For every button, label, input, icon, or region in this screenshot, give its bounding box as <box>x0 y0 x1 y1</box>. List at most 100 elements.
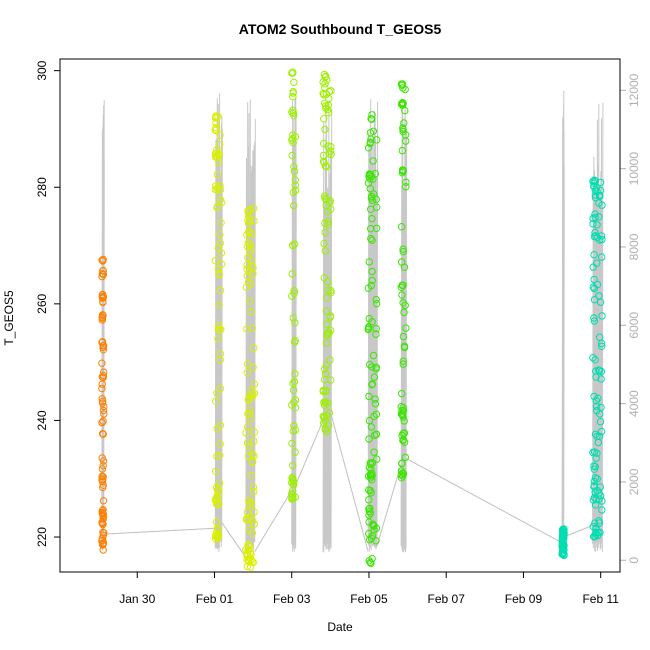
data-point <box>291 319 299 327</box>
data-point <box>370 448 378 456</box>
data-point <box>368 476 376 484</box>
data-point <box>216 239 225 247</box>
data-point <box>244 542 252 550</box>
data-point <box>98 508 107 517</box>
data-point <box>249 363 257 371</box>
data-point <box>558 533 567 541</box>
data-point <box>321 399 330 407</box>
data-point <box>367 534 376 542</box>
data-point <box>371 400 380 408</box>
y2-tick-label: 4000 <box>627 390 641 417</box>
data-point <box>289 93 297 101</box>
data-point <box>370 373 379 381</box>
data-point <box>243 325 251 333</box>
y-axis-label: T_GEOS5 <box>2 290 16 346</box>
data-point <box>321 247 329 255</box>
data-point <box>247 415 255 423</box>
data-point <box>322 104 330 112</box>
data-point <box>215 479 224 487</box>
data-point <box>99 528 107 536</box>
y-tick-label: 220 <box>35 527 49 547</box>
data-point <box>319 89 327 98</box>
data-point <box>372 430 380 438</box>
data-point <box>598 342 606 350</box>
data-point <box>399 357 407 365</box>
data-point <box>368 380 377 388</box>
transit-line <box>405 457 563 544</box>
data-point <box>288 69 296 77</box>
data-point <box>592 524 600 532</box>
data-point <box>216 451 224 459</box>
data-point <box>246 241 254 249</box>
data-point <box>289 314 297 322</box>
data-point <box>589 263 597 271</box>
axes-layer: 220 240 260 280 300 0 2000 4000 6000 8000 10000 120… <box>35 60 641 606</box>
data-point <box>558 536 566 544</box>
transit-line <box>330 414 369 552</box>
data-point <box>398 389 406 398</box>
data-point <box>288 401 296 409</box>
data-point <box>592 402 601 410</box>
data-point <box>595 292 603 300</box>
transit-line <box>563 524 593 538</box>
data-point <box>591 463 599 471</box>
altitude-profile <box>291 97 297 552</box>
data-point <box>372 330 380 338</box>
data-point <box>99 430 107 438</box>
data-point <box>373 455 381 463</box>
data-point <box>215 270 224 279</box>
data-point <box>213 146 221 154</box>
data-point <box>399 247 407 256</box>
data-point <box>245 452 253 460</box>
data-point <box>242 514 251 523</box>
data-point <box>247 387 256 395</box>
x-tick-label: Feb 09 <box>505 592 543 606</box>
data-point <box>399 411 407 419</box>
transit-line <box>376 464 402 546</box>
data-point <box>597 375 605 383</box>
data-point <box>321 228 329 237</box>
data-point <box>591 228 599 237</box>
data-point <box>399 332 408 341</box>
data-point <box>320 115 328 123</box>
data-point <box>99 531 108 539</box>
data-point <box>591 193 600 202</box>
data-point <box>591 501 600 509</box>
data-point <box>590 296 599 304</box>
data-point <box>246 297 254 305</box>
data-point <box>324 105 332 114</box>
data-point <box>246 217 254 225</box>
data-point <box>324 286 332 294</box>
data-point <box>367 115 375 123</box>
data-point <box>322 361 331 369</box>
data-point <box>399 404 407 412</box>
data-point <box>98 359 106 367</box>
y2-tick-label: 2000 <box>627 468 641 495</box>
data-point <box>213 425 221 433</box>
data-point <box>327 205 335 214</box>
data-point <box>324 217 333 226</box>
data-point <box>322 387 330 396</box>
data-points-layer <box>98 68 606 571</box>
data-point <box>250 437 258 445</box>
data-point <box>560 551 568 560</box>
data-point <box>291 176 299 184</box>
data-point <box>98 338 107 346</box>
data-point <box>598 253 606 261</box>
data-point <box>398 146 406 155</box>
data-point <box>372 224 381 233</box>
data-point <box>590 179 598 187</box>
data-point <box>368 111 376 119</box>
data-point <box>217 260 226 268</box>
data-point <box>98 373 107 381</box>
altitude-profile <box>367 99 379 552</box>
data-point <box>250 508 258 516</box>
data-point <box>598 506 606 514</box>
data-point <box>598 235 606 244</box>
data-point <box>365 496 373 504</box>
data-point <box>248 324 257 332</box>
data-point <box>595 432 604 440</box>
data-point <box>98 472 106 481</box>
data-point <box>590 251 598 259</box>
data-point <box>371 170 379 178</box>
